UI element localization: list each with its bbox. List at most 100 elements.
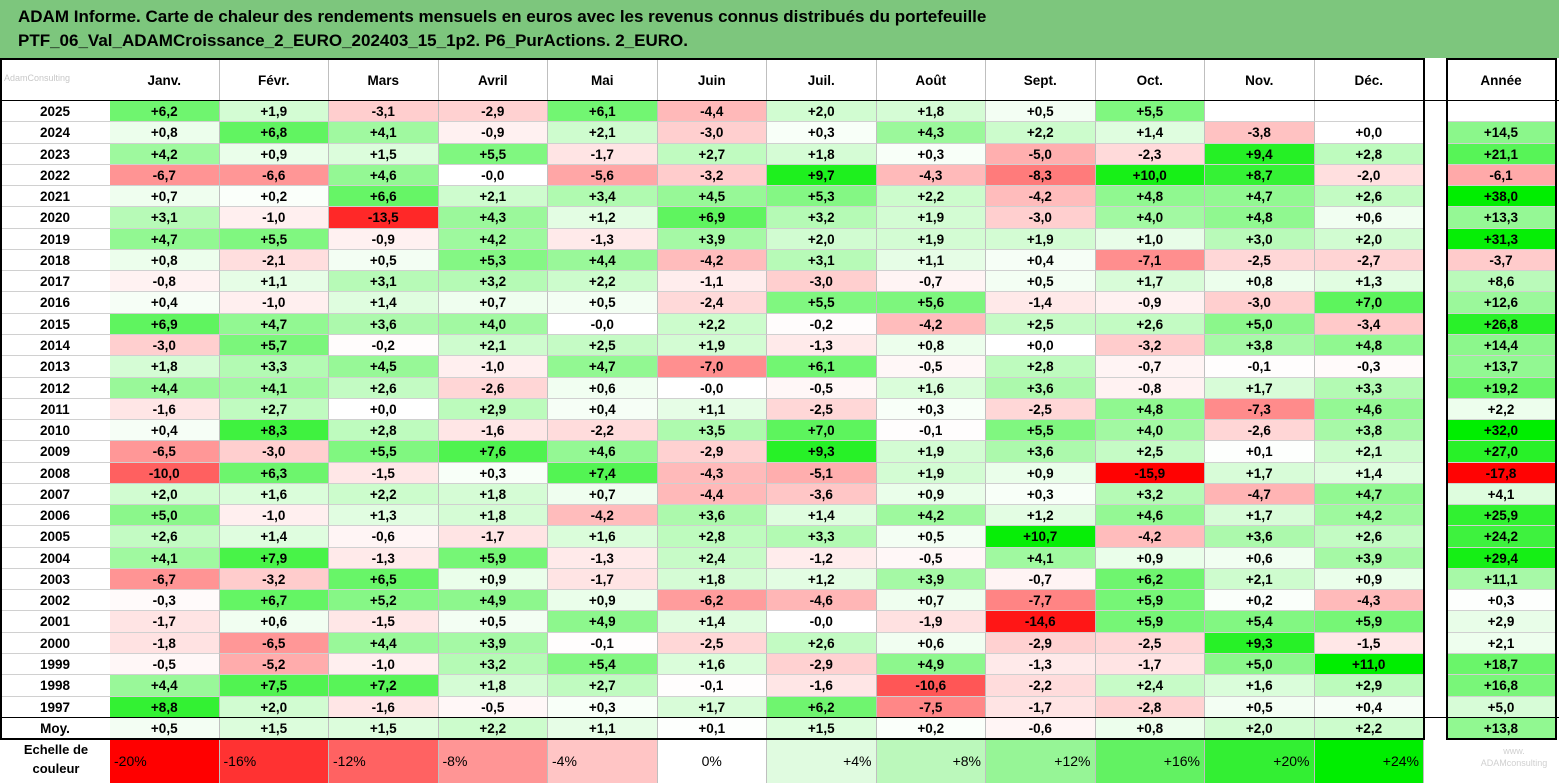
annual-cell: +5,0 <box>1446 696 1557 718</box>
annual-cell: -6,1 <box>1446 164 1557 187</box>
column-header: Oct. <box>1095 58 1205 100</box>
annual-cell: +2,2 <box>1446 398 1557 421</box>
heatmap-cell: +2,5 <box>986 313 1096 335</box>
heatmap-cell: -3,0 <box>767 271 877 293</box>
heatmap-cell: -0,2 <box>329 334 439 357</box>
average-cell: +0,1 <box>657 717 767 740</box>
annual-cell: +18,7 <box>1446 654 1557 676</box>
heatmap-cell: +2,7 <box>219 398 329 421</box>
heatmap-cell: +2,8 <box>1314 143 1424 165</box>
heatmap-cell: -0,5 <box>767 377 877 399</box>
row-year-label: 2021 <box>0 186 110 208</box>
heatmap-cell: +0,5 <box>986 101 1096 123</box>
heatmap-cell: +5,9 <box>1314 611 1424 633</box>
heatmap-cell: -2,9 <box>767 654 877 676</box>
heatmap-cell: +0,1 <box>1205 441 1315 463</box>
heatmap-cell: +0,3 <box>767 122 877 144</box>
legend-swatch: +4% <box>767 740 877 783</box>
average-cell: +2,2 <box>1314 717 1424 740</box>
heatmap-cell: +8,8 <box>110 696 220 718</box>
heatmap-cell: +3,3 <box>767 526 877 548</box>
heatmap-cell: +1,4 <box>1095 122 1205 144</box>
heatmap-cell: -0,9 <box>329 228 439 250</box>
heatmap-cell: -1,7 <box>548 143 658 165</box>
heatmap-cell: +1,6 <box>1205 675 1315 697</box>
heatmap-cell: +7,0 <box>1314 292 1424 314</box>
heatmap-cell: +4,2 <box>438 228 548 250</box>
heatmap-cell: -4,2 <box>1095 526 1205 548</box>
row-year-label: 2001 <box>0 611 110 633</box>
heatmap-cell: -1,6 <box>110 398 220 421</box>
heatmap-cell: -6,7 <box>110 568 220 591</box>
heatmap-cell: -4,3 <box>876 164 986 187</box>
heatmap-cell: +0,0 <box>1314 122 1424 144</box>
heatmap-cell: -4,2 <box>548 505 658 527</box>
heatmap-cell: -8,3 <box>986 164 1096 187</box>
heatmap-cell: +5,3 <box>438 249 548 272</box>
heatmap-cell: -7,5 <box>876 696 986 718</box>
annual-cell: +27,0 <box>1446 441 1557 463</box>
annual-cell: +21,1 <box>1446 143 1557 165</box>
row-year-label: 2009 <box>0 441 110 463</box>
heatmap-cell: -3,6 <box>767 483 877 506</box>
heatmap-cell: +1,8 <box>876 101 986 123</box>
heatmap-cell: +0,7 <box>548 483 658 506</box>
heatmap-cell: -2,4 <box>657 292 767 314</box>
heatmap-cell: +3,6 <box>1205 526 1315 548</box>
heatmap-cell: +3,4 <box>548 186 658 208</box>
heatmap-cell: -3,0 <box>110 334 220 357</box>
heatmap-cell: +4,1 <box>219 377 329 399</box>
annual-cell: +38,0 <box>1446 186 1557 208</box>
heatmap-cell: +4,4 <box>110 675 220 697</box>
average-cell: +0,5 <box>110 717 220 740</box>
heatmap-cell: +0,5 <box>329 249 439 272</box>
heatmap-cell: -2,5 <box>767 398 877 421</box>
heatmap-cell: +4,4 <box>329 632 439 655</box>
annual-cell: +4,1 <box>1446 483 1557 506</box>
heatmap-cell: +6,9 <box>110 313 220 335</box>
heatmap-cell: +1,7 <box>1205 505 1315 527</box>
annual-cell: +2,9 <box>1446 611 1557 633</box>
column-header: Août <box>876 58 986 100</box>
heatmap-cell: -13,5 <box>329 207 439 229</box>
heatmap-cell: -1,5 <box>329 611 439 633</box>
legend-swatch: +12% <box>986 740 1096 783</box>
heatmap-cell: +0,9 <box>1095 547 1205 569</box>
heatmap-cell: -1,7 <box>438 526 548 548</box>
heatmap-cell: -3,0 <box>1205 292 1315 314</box>
heatmap-cell: +1,9 <box>876 207 986 229</box>
heatmap-cell: +1,2 <box>767 568 877 591</box>
heatmap-cell: -2,9 <box>438 101 548 123</box>
column-header: Juin <box>657 58 767 100</box>
chart-title: ADAM Informe. Carte de chaleur des rende… <box>0 0 1559 58</box>
heatmap-cell: +0,6 <box>548 377 658 399</box>
heatmap-cell: +1,8 <box>438 483 548 506</box>
annual-cell: +29,4 <box>1446 547 1557 569</box>
heatmap-cell: +5,4 <box>1205 611 1315 633</box>
heatmap-cell: +11,0 <box>1314 654 1424 676</box>
heatmap-cell: +3,6 <box>986 377 1096 399</box>
heatmap-cell: +2,2 <box>329 483 439 506</box>
heatmap-cell: +4,4 <box>110 377 220 399</box>
row-year-label: 2002 <box>0 590 110 612</box>
heatmap-cell: +0,4 <box>548 398 658 421</box>
heatmap-cell: +5,5 <box>219 228 329 250</box>
heatmap-cell: +1,8 <box>767 143 877 165</box>
heatmap-cell: +3,6 <box>657 505 767 527</box>
heatmap-cell: +4,6 <box>548 441 658 463</box>
heatmap-cell: +1,2 <box>548 207 658 229</box>
heatmap-cell: +5,5 <box>986 420 1096 442</box>
heatmap-cell: +7,0 <box>767 420 877 442</box>
heatmap-cell: -1,8 <box>110 632 220 655</box>
row-year-label: 2020 <box>0 207 110 229</box>
average-cell: +2,2 <box>438 717 548 740</box>
row-year-label: 2005 <box>0 526 110 548</box>
heatmap-cell: -1,3 <box>986 654 1096 676</box>
heatmap-cell: +1,7 <box>1205 462 1315 484</box>
column-header: Févr. <box>219 58 329 100</box>
heatmap-cell: +0,9 <box>1314 568 1424 591</box>
heatmap-cell: +1,5 <box>329 143 439 165</box>
heatmap-cell: +1,6 <box>219 483 329 506</box>
heatmap-cell: +2,2 <box>876 186 986 208</box>
heatmap-cell: -3,0 <box>657 122 767 144</box>
